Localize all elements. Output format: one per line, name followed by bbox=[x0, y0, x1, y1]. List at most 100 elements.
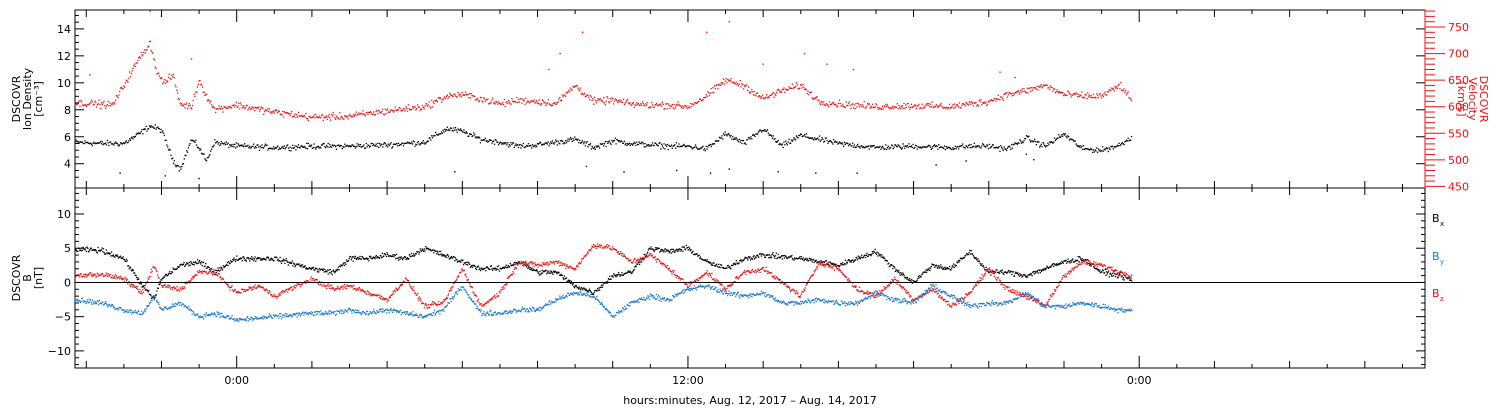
top-point bbox=[132, 67, 134, 70]
bottom-point bbox=[121, 257, 124, 259]
bottom-point bbox=[352, 260, 354, 262]
top-point bbox=[314, 117, 316, 119]
top-point bbox=[407, 142, 410, 144]
bottom-point bbox=[1107, 270, 1110, 272]
top-point bbox=[248, 147, 250, 149]
bottom-point bbox=[358, 286, 360, 289]
top-point bbox=[881, 108, 883, 111]
top-point bbox=[207, 99, 209, 101]
top-point bbox=[124, 142, 126, 145]
bottom-point bbox=[222, 278, 224, 281]
top-point bbox=[209, 102, 211, 104]
bottom-point bbox=[216, 269, 218, 272]
top-point bbox=[459, 93, 462, 95]
bottom-point bbox=[960, 257, 962, 259]
top-point bbox=[129, 71, 131, 73]
bottom-point bbox=[161, 286, 164, 289]
bottom-point bbox=[627, 271, 629, 273]
bottom-point bbox=[508, 275, 511, 278]
bottom-point bbox=[645, 255, 647, 257]
top-point bbox=[612, 140, 615, 142]
bottom-point bbox=[728, 265, 731, 268]
bottom-point bbox=[471, 286, 474, 289]
bottom-point bbox=[899, 274, 901, 276]
top-point bbox=[736, 138, 738, 140]
bottom-point bbox=[1009, 271, 1011, 274]
bottom-point bbox=[366, 257, 368, 259]
bottom-point bbox=[479, 304, 481, 306]
bottom-point bbox=[890, 264, 892, 266]
bottom-point bbox=[326, 271, 328, 273]
bottom-point bbox=[683, 246, 685, 248]
top-point bbox=[1086, 148, 1088, 150]
top-point bbox=[812, 138, 814, 140]
bottom-point bbox=[1128, 277, 1130, 279]
top-point bbox=[179, 102, 181, 104]
top-point bbox=[129, 75, 132, 78]
bottom-point bbox=[842, 264, 844, 266]
top-point bbox=[185, 154, 187, 156]
bottom-point bbox=[167, 284, 169, 287]
bottom-point bbox=[906, 278, 908, 280]
top-point bbox=[923, 146, 925, 148]
bottom-point bbox=[1006, 272, 1008, 274]
top-point bbox=[146, 130, 148, 132]
top-point bbox=[513, 146, 515, 149]
bottom-point bbox=[236, 259, 239, 262]
top-point bbox=[218, 105, 220, 107]
bottom-point bbox=[345, 263, 347, 265]
top-point bbox=[636, 141, 638, 143]
bottom-point bbox=[171, 271, 173, 273]
bottom-point bbox=[733, 263, 735, 265]
bottom-point bbox=[995, 269, 997, 271]
top-point bbox=[926, 103, 928, 105]
bottom-point bbox=[458, 260, 460, 262]
bottom-point bbox=[284, 291, 286, 293]
bottom-point bbox=[164, 275, 166, 277]
top-point bbox=[301, 115, 304, 118]
top-point bbox=[645, 103, 647, 105]
top-point bbox=[136, 132, 138, 134]
top-point bbox=[885, 105, 888, 107]
bottom-point bbox=[534, 263, 536, 266]
top-point bbox=[1004, 93, 1006, 95]
top-point bbox=[421, 142, 424, 144]
bottom-point bbox=[803, 259, 805, 262]
bottom-point bbox=[121, 277, 124, 280]
top-point bbox=[943, 145, 946, 147]
top-point bbox=[1040, 83, 1042, 86]
bottom-point bbox=[108, 251, 110, 254]
bottom-point bbox=[642, 257, 644, 259]
bottom-point bbox=[1078, 255, 1081, 258]
bottom-point bbox=[206, 267, 208, 269]
top-point bbox=[783, 87, 785, 89]
bottom-point bbox=[744, 256, 746, 259]
bottom-point bbox=[192, 277, 195, 279]
top-point bbox=[272, 111, 274, 113]
bottom-point bbox=[640, 261, 643, 263]
bottom-point bbox=[248, 258, 250, 260]
top-point bbox=[904, 147, 906, 149]
top-point bbox=[1074, 140, 1076, 142]
bottom-point bbox=[243, 257, 245, 260]
top-point bbox=[985, 101, 987, 103]
bottom-point bbox=[904, 277, 906, 279]
top-point bbox=[579, 90, 581, 92]
top-point bbox=[339, 112, 341, 114]
bottom-point bbox=[242, 256, 244, 258]
top-point bbox=[184, 107, 186, 109]
top-point bbox=[151, 51, 153, 53]
top-point bbox=[876, 106, 879, 109]
bottom-point bbox=[911, 282, 914, 284]
bottom-point bbox=[676, 250, 679, 252]
top-point bbox=[870, 106, 872, 108]
top-point bbox=[979, 147, 981, 149]
bottom-point bbox=[750, 257, 752, 259]
bottom-point bbox=[804, 258, 806, 261]
bottom-point bbox=[664, 248, 666, 250]
top-point bbox=[523, 99, 525, 101]
top-point bbox=[722, 138, 724, 140]
bottom-point bbox=[642, 259, 645, 261]
bottom-point bbox=[555, 260, 557, 263]
top-point bbox=[100, 140, 102, 143]
